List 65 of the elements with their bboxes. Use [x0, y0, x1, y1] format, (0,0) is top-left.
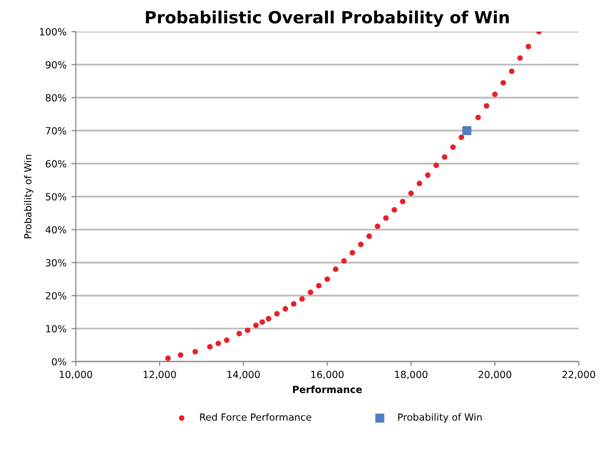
point [290, 301, 296, 307]
point [274, 310, 280, 317]
point [450, 144, 456, 150]
y-tick-label: 30% [46, 259, 66, 266]
x-tick-label: 12,000 [144, 370, 176, 380]
x-tick-label: 14,000 [227, 370, 260, 380]
legend-label: Red Force Performance [200, 413, 312, 421]
point [192, 348, 198, 354]
x-tick-label: 16,000 [311, 370, 344, 380]
point [462, 126, 472, 136]
point [282, 306, 288, 312]
point [207, 344, 213, 350]
y-tick-label: 40% [46, 226, 66, 234]
point [332, 266, 338, 272]
point [433, 162, 439, 168]
point [178, 352, 184, 358]
y-tick-label: 90% [46, 61, 66, 68]
point [350, 250, 356, 256]
y-tick-label: 0% [52, 358, 66, 366]
chart-title: Probabilistic Overall Probability of Win [146, 10, 509, 27]
y-tick-label: 60% [46, 160, 66, 168]
y-tick-label: 100% [40, 28, 66, 36]
point [253, 322, 259, 328]
x-tick-label: 22,000 [562, 370, 596, 380]
point [324, 276, 330, 282]
y-tick-label: 10% [46, 325, 66, 332]
point [358, 242, 364, 248]
x-axis-title: Performance [293, 386, 362, 394]
point [215, 340, 222, 346]
point [316, 282, 322, 288]
y-tick-label: 20% [46, 292, 66, 300]
point [366, 233, 372, 239]
point [400, 198, 406, 204]
point [508, 68, 514, 74]
y-tick-label: 50% [46, 193, 66, 200]
point [517, 55, 523, 61]
point [458, 134, 464, 140]
point [259, 319, 266, 325]
point [224, 337, 230, 343]
point [392, 207, 398, 213]
y-axis-title: Probability of Win [24, 154, 34, 238]
point [500, 80, 506, 86]
point [165, 356, 171, 362]
point [416, 180, 422, 186]
x-tick-label: 18,000 [395, 370, 428, 380]
point [244, 327, 250, 334]
point [484, 103, 490, 109]
point [374, 224, 380, 230]
point [475, 114, 481, 120]
point [408, 190, 414, 196]
point [383, 215, 389, 221]
point [236, 330, 242, 336]
x-tick-label: 10,000 [60, 370, 92, 380]
point [526, 44, 532, 50]
y-tick-label: 70% [46, 127, 66, 134]
point [425, 172, 431, 178]
point [442, 154, 448, 160]
y-tick-label: 80% [46, 94, 66, 102]
point [308, 290, 314, 296]
x-tick-label: 20,000 [478, 370, 512, 380]
legend-label: Probability of Win [398, 413, 482, 423]
point [492, 92, 498, 98]
point [266, 316, 272, 322]
point [341, 258, 347, 264]
point [299, 296, 305, 302]
